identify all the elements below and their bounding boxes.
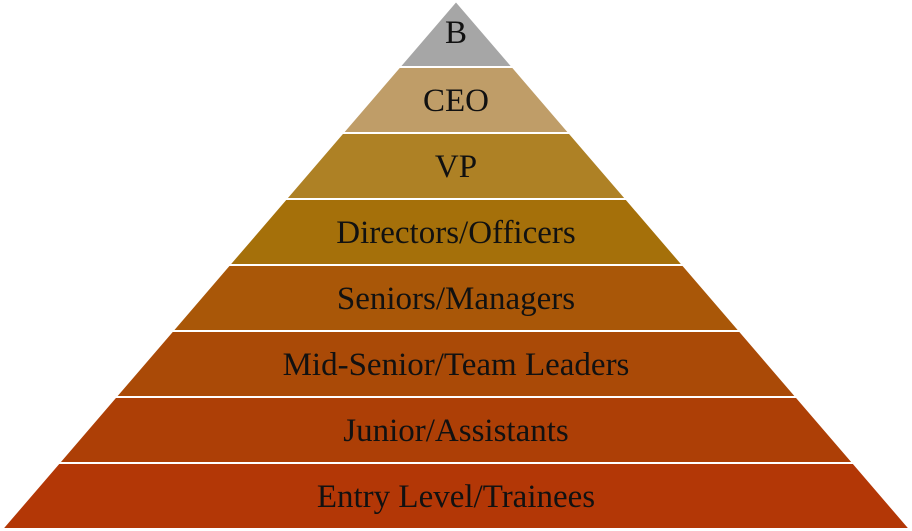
pyramid-level-label: CEO [423,83,489,119]
pyramid-level-4: Directors/Officers [226,198,686,266]
pyramid-level-2: CEO [340,66,572,134]
pyramid-level-label: B [445,15,467,51]
pyramid-level-shape [0,462,912,530]
pyramid-level-label: Entry Level/Trainees [317,479,595,515]
pyramid-level-3: VP [283,132,629,200]
pyramid-level-1: B [397,0,515,68]
pyramid-level-8: Entry Level/Trainees [0,462,912,530]
pyramid-level-label: Mid-Senior/Team Leaders [283,347,630,383]
pyramid-level-6: Mid-Senior/Team Leaders [113,330,799,398]
pyramid-level-label: Junior/Assistants [343,413,569,449]
pyramid-level-label: Seniors/Managers [337,281,575,317]
pyramid-level-label: VP [435,149,477,185]
pyramid-level-7: Junior/Assistants [56,396,856,464]
pyramid-level-5: Seniors/Managers [170,264,742,332]
pyramid-level-label: Directors/Officers [336,215,575,251]
